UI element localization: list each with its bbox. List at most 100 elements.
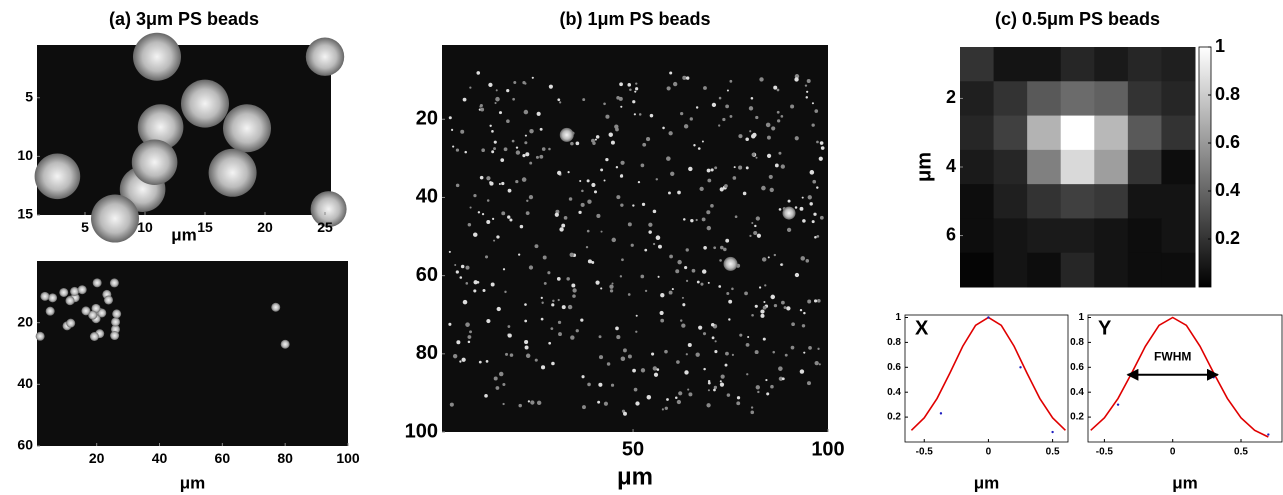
bead <box>755 216 760 221</box>
bead <box>506 89 510 93</box>
bead <box>605 114 610 119</box>
bead <box>707 281 710 284</box>
bead <box>801 196 804 199</box>
bead <box>781 377 785 381</box>
heatmap-cell <box>960 218 995 254</box>
bead <box>780 263 783 266</box>
bead <box>603 401 609 406</box>
bead <box>769 187 774 193</box>
heatmap-cell <box>960 149 995 185</box>
bead <box>718 285 722 288</box>
bead <box>486 319 491 324</box>
bead <box>803 311 806 315</box>
bead <box>509 353 514 357</box>
bead <box>523 109 529 115</box>
bead <box>738 165 743 170</box>
bead <box>719 245 724 250</box>
bead <box>462 299 468 305</box>
bead <box>766 135 771 140</box>
bead <box>507 188 512 193</box>
bead <box>449 402 454 407</box>
y-tick-label: 0.2 <box>887 412 901 423</box>
bead <box>484 394 488 398</box>
bead <box>469 206 472 209</box>
bead <box>498 182 501 186</box>
bead <box>493 147 497 151</box>
bead <box>816 140 819 144</box>
bead <box>459 276 463 279</box>
data-point <box>1051 430 1054 434</box>
bead <box>110 331 120 341</box>
y-tick-label: 1 <box>895 312 901 323</box>
panel-title: (b) 1μm PS beads <box>559 9 710 29</box>
bead <box>91 303 101 313</box>
bead <box>632 204 635 207</box>
bead <box>719 259 722 262</box>
bead <box>745 137 749 141</box>
bead <box>614 124 619 129</box>
bead <box>505 352 509 356</box>
bead <box>668 290 673 295</box>
y-tick-label: 0.6 <box>1070 362 1084 373</box>
bead <box>495 96 500 102</box>
bead <box>542 255 547 260</box>
bead <box>677 190 681 195</box>
bead <box>615 165 619 169</box>
bead <box>635 87 639 91</box>
bead <box>455 270 459 274</box>
bead <box>509 218 513 222</box>
bead <box>489 124 492 127</box>
bead <box>707 178 712 183</box>
bead <box>621 258 624 262</box>
bead <box>632 368 636 373</box>
bead <box>652 242 656 246</box>
bead <box>529 161 533 165</box>
bead <box>586 179 590 183</box>
bead <box>685 248 689 252</box>
heatmap-cell <box>1127 47 1162 82</box>
x-axis-label: μm <box>617 463 653 490</box>
bead <box>561 305 566 310</box>
bead <box>611 282 614 285</box>
bead <box>763 300 766 304</box>
bead <box>490 282 495 287</box>
heatmap-cell <box>1060 184 1095 219</box>
bead <box>675 269 680 274</box>
bead <box>496 235 500 239</box>
bead <box>452 145 455 148</box>
x-tick-label: 20 <box>89 450 105 466</box>
image-background <box>442 45 828 432</box>
y-tick-label: 0.2 <box>1070 412 1084 423</box>
bead <box>455 148 460 152</box>
bead <box>786 306 791 311</box>
colorbar-tick-label: 0.8 <box>1215 84 1240 104</box>
bead <box>616 335 621 340</box>
bead <box>518 253 521 256</box>
bead <box>750 96 754 100</box>
bead <box>770 294 776 300</box>
bead <box>81 306 91 316</box>
bead <box>476 71 481 75</box>
bead <box>773 304 778 308</box>
bead <box>720 374 725 379</box>
bead <box>534 244 539 249</box>
bead <box>724 184 728 188</box>
bead <box>556 276 561 281</box>
bead <box>808 346 812 350</box>
data-point <box>1116 403 1120 406</box>
bead <box>525 152 530 157</box>
x-tick-label: 0.5 <box>1046 447 1060 458</box>
bead <box>467 335 472 339</box>
x-tick-label: 25 <box>317 219 333 235</box>
bead <box>91 194 139 243</box>
bead <box>641 202 646 207</box>
bead <box>491 150 495 154</box>
x-tick-label: 0 <box>986 447 992 458</box>
bead <box>498 111 503 115</box>
bead <box>501 181 505 186</box>
bead <box>524 82 527 85</box>
bead <box>745 342 750 347</box>
bead <box>728 318 731 321</box>
bead <box>719 187 724 192</box>
bead <box>580 318 584 322</box>
